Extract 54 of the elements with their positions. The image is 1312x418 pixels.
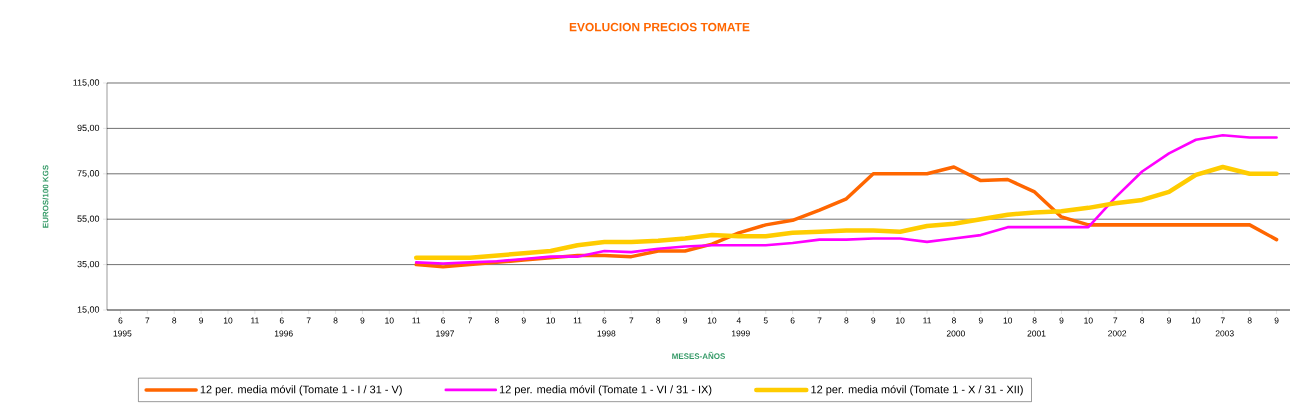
x-tick-label: 10 <box>707 317 717 324</box>
y-tick-label: 55,00 <box>77 215 100 223</box>
x-tick-label: 8 <box>656 317 661 324</box>
x-tick-label: 9 <box>1059 317 1064 324</box>
x-tick-label: 9 <box>199 317 204 324</box>
x-tick-label: 6 1997 <box>436 317 454 337</box>
x-tick-label: 8 2000 <box>946 317 965 337</box>
x-tick-label: 7 <box>468 317 472 324</box>
x-tick-label: 5 <box>763 317 768 324</box>
y-tick-label: 35,00 <box>77 260 100 269</box>
x-tick-label: 7 <box>306 317 311 324</box>
x-tick-label: 6 1996 <box>274 317 293 337</box>
chart-title: EVOLUCION PRECIOS TOMATE <box>569 22 750 32</box>
x-tick-label: 6 <box>790 317 795 324</box>
x-tick-label: 8 <box>494 317 499 324</box>
x-tick-label: 9 <box>521 317 526 324</box>
x-tick-label: 8 <box>1140 317 1145 324</box>
y-tick-label: 115,00 <box>73 79 100 87</box>
x-tick-label: 8 <box>172 317 177 324</box>
y-tick-label: 15,00 <box>77 306 100 314</box>
x-tick-label: 11 <box>412 317 421 324</box>
x-tick-label: 7 <box>817 317 822 324</box>
x-tick-label: 4 1999 <box>731 317 750 337</box>
x-tick-label: 6 1995 <box>113 317 132 337</box>
x-tick-label: 10 <box>223 317 233 324</box>
x-tick-label: 7 <box>629 317 634 324</box>
x-tick-label: 9 <box>978 317 983 324</box>
x-tick-label: 11 <box>573 317 582 324</box>
x-tick-label: 10 <box>896 317 905 324</box>
x-tick-label: 9 <box>360 317 365 324</box>
x-tick-label: 7 2003 <box>1215 317 1234 337</box>
x-tick-label: 8 2001 <box>1027 317 1046 337</box>
y-tick-label: 95,00 <box>77 124 100 133</box>
legend-label: 12 per. media móvil (Tomate 1 - I / 31 - V) <box>200 385 402 396</box>
legend-label: 12 per. media móvil (Tomate 1 - VI / 31 - IX) <box>499 385 712 396</box>
x-tick-label: 10 <box>1084 317 1093 324</box>
x-tick-label: 7 2002 <box>1108 317 1127 337</box>
x-tick-label: 8 <box>1247 317 1252 324</box>
x-tick-label: 8 <box>844 317 849 324</box>
x-tick-label: 7 <box>145 317 150 324</box>
x-tick-label: 8 <box>333 317 338 324</box>
x-tick-label: 10 <box>1003 317 1013 324</box>
y-tick-label: 75,00 <box>77 170 100 178</box>
x-tick-label: 11 <box>923 317 932 324</box>
x-tick-label: 9 <box>1274 317 1279 324</box>
x-tick-label: 10 <box>546 317 556 324</box>
x-tick-label: 6 1998 <box>597 317 616 337</box>
x-tick-label: 11 <box>251 317 259 324</box>
x-tick-label: 9 <box>683 317 688 324</box>
x-tick-label: 9 <box>871 317 876 324</box>
legend-label: 12 per. media móvil (Tomate 1 - X / 31 - XII) <box>811 385 1023 396</box>
x-tick-label: 9 <box>1167 317 1171 324</box>
x-tick-label: 10 <box>385 317 394 324</box>
x-tick-label: 10 <box>1191 317 1201 324</box>
